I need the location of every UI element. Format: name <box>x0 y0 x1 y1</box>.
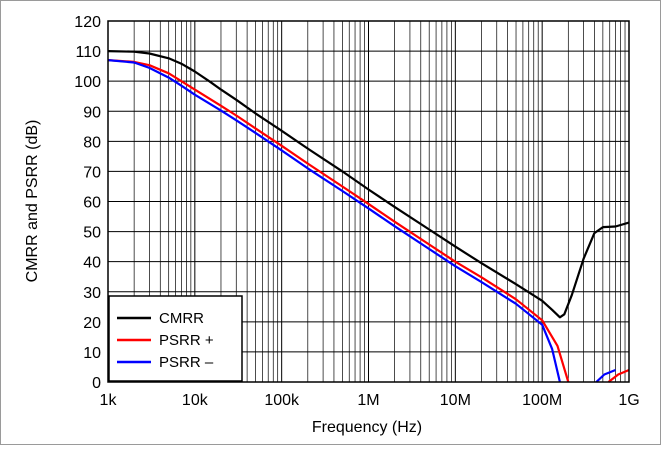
series-line-psrr <box>595 368 616 383</box>
legend-box <box>108 295 243 382</box>
series-line-psrr <box>107 59 570 383</box>
y-tick-label: 30 <box>83 285 101 302</box>
x-tick-labels: 1k 10k 100k 1M 10M 100M 1G <box>100 392 640 409</box>
legend-label-psrr: PSRR – <box>159 354 214 371</box>
y-tick-label: 50 <box>83 225 101 242</box>
y-tick-label: 70 <box>83 164 101 181</box>
series-line-cmrr <box>107 50 630 319</box>
x-tick-label: 1k <box>100 392 118 409</box>
y-tick-labels: 0 10 20 30 40 50 60 70 80 90 100 110 120 <box>74 14 101 392</box>
series-line-psrr <box>107 59 561 383</box>
y-tick-label: 80 <box>83 134 101 151</box>
y-tick-label: 90 <box>83 104 101 121</box>
x-tick-label: 1M <box>357 392 379 409</box>
legend: CMRR PSRR + PSRR – <box>108 295 243 382</box>
x-tick-label: 100k <box>264 392 300 409</box>
y-tick-label: 110 <box>75 44 101 61</box>
series-layer <box>107 50 630 383</box>
x-tick-label: 1G <box>618 392 639 409</box>
series-line-psrr <box>607 368 630 383</box>
x-tick-label: 10M <box>440 392 471 409</box>
x-axis-title: Frequency (Hz) <box>312 419 422 436</box>
y-tick-label: 20 <box>83 315 101 332</box>
y-axis-title: CMRR and PSRR (dB) <box>24 120 41 283</box>
y-tick-label: 10 <box>83 345 101 362</box>
y-tick-label: 40 <box>83 255 101 272</box>
legend-label-psrr: PSRR + <box>159 332 214 349</box>
x-tick-label: 100M <box>522 392 562 409</box>
y-tick-label: 120 <box>74 14 101 31</box>
plot-area-border <box>107 20 630 383</box>
y-tick-label: 60 <box>83 195 101 212</box>
x-tick-label: 10k <box>182 392 209 409</box>
legend-label-cmrr: CMRR <box>159 310 204 327</box>
y-tick-label: 100 <box>74 74 101 91</box>
plot-border <box>107 20 630 383</box>
y-tick-label: 0 <box>92 375 101 392</box>
